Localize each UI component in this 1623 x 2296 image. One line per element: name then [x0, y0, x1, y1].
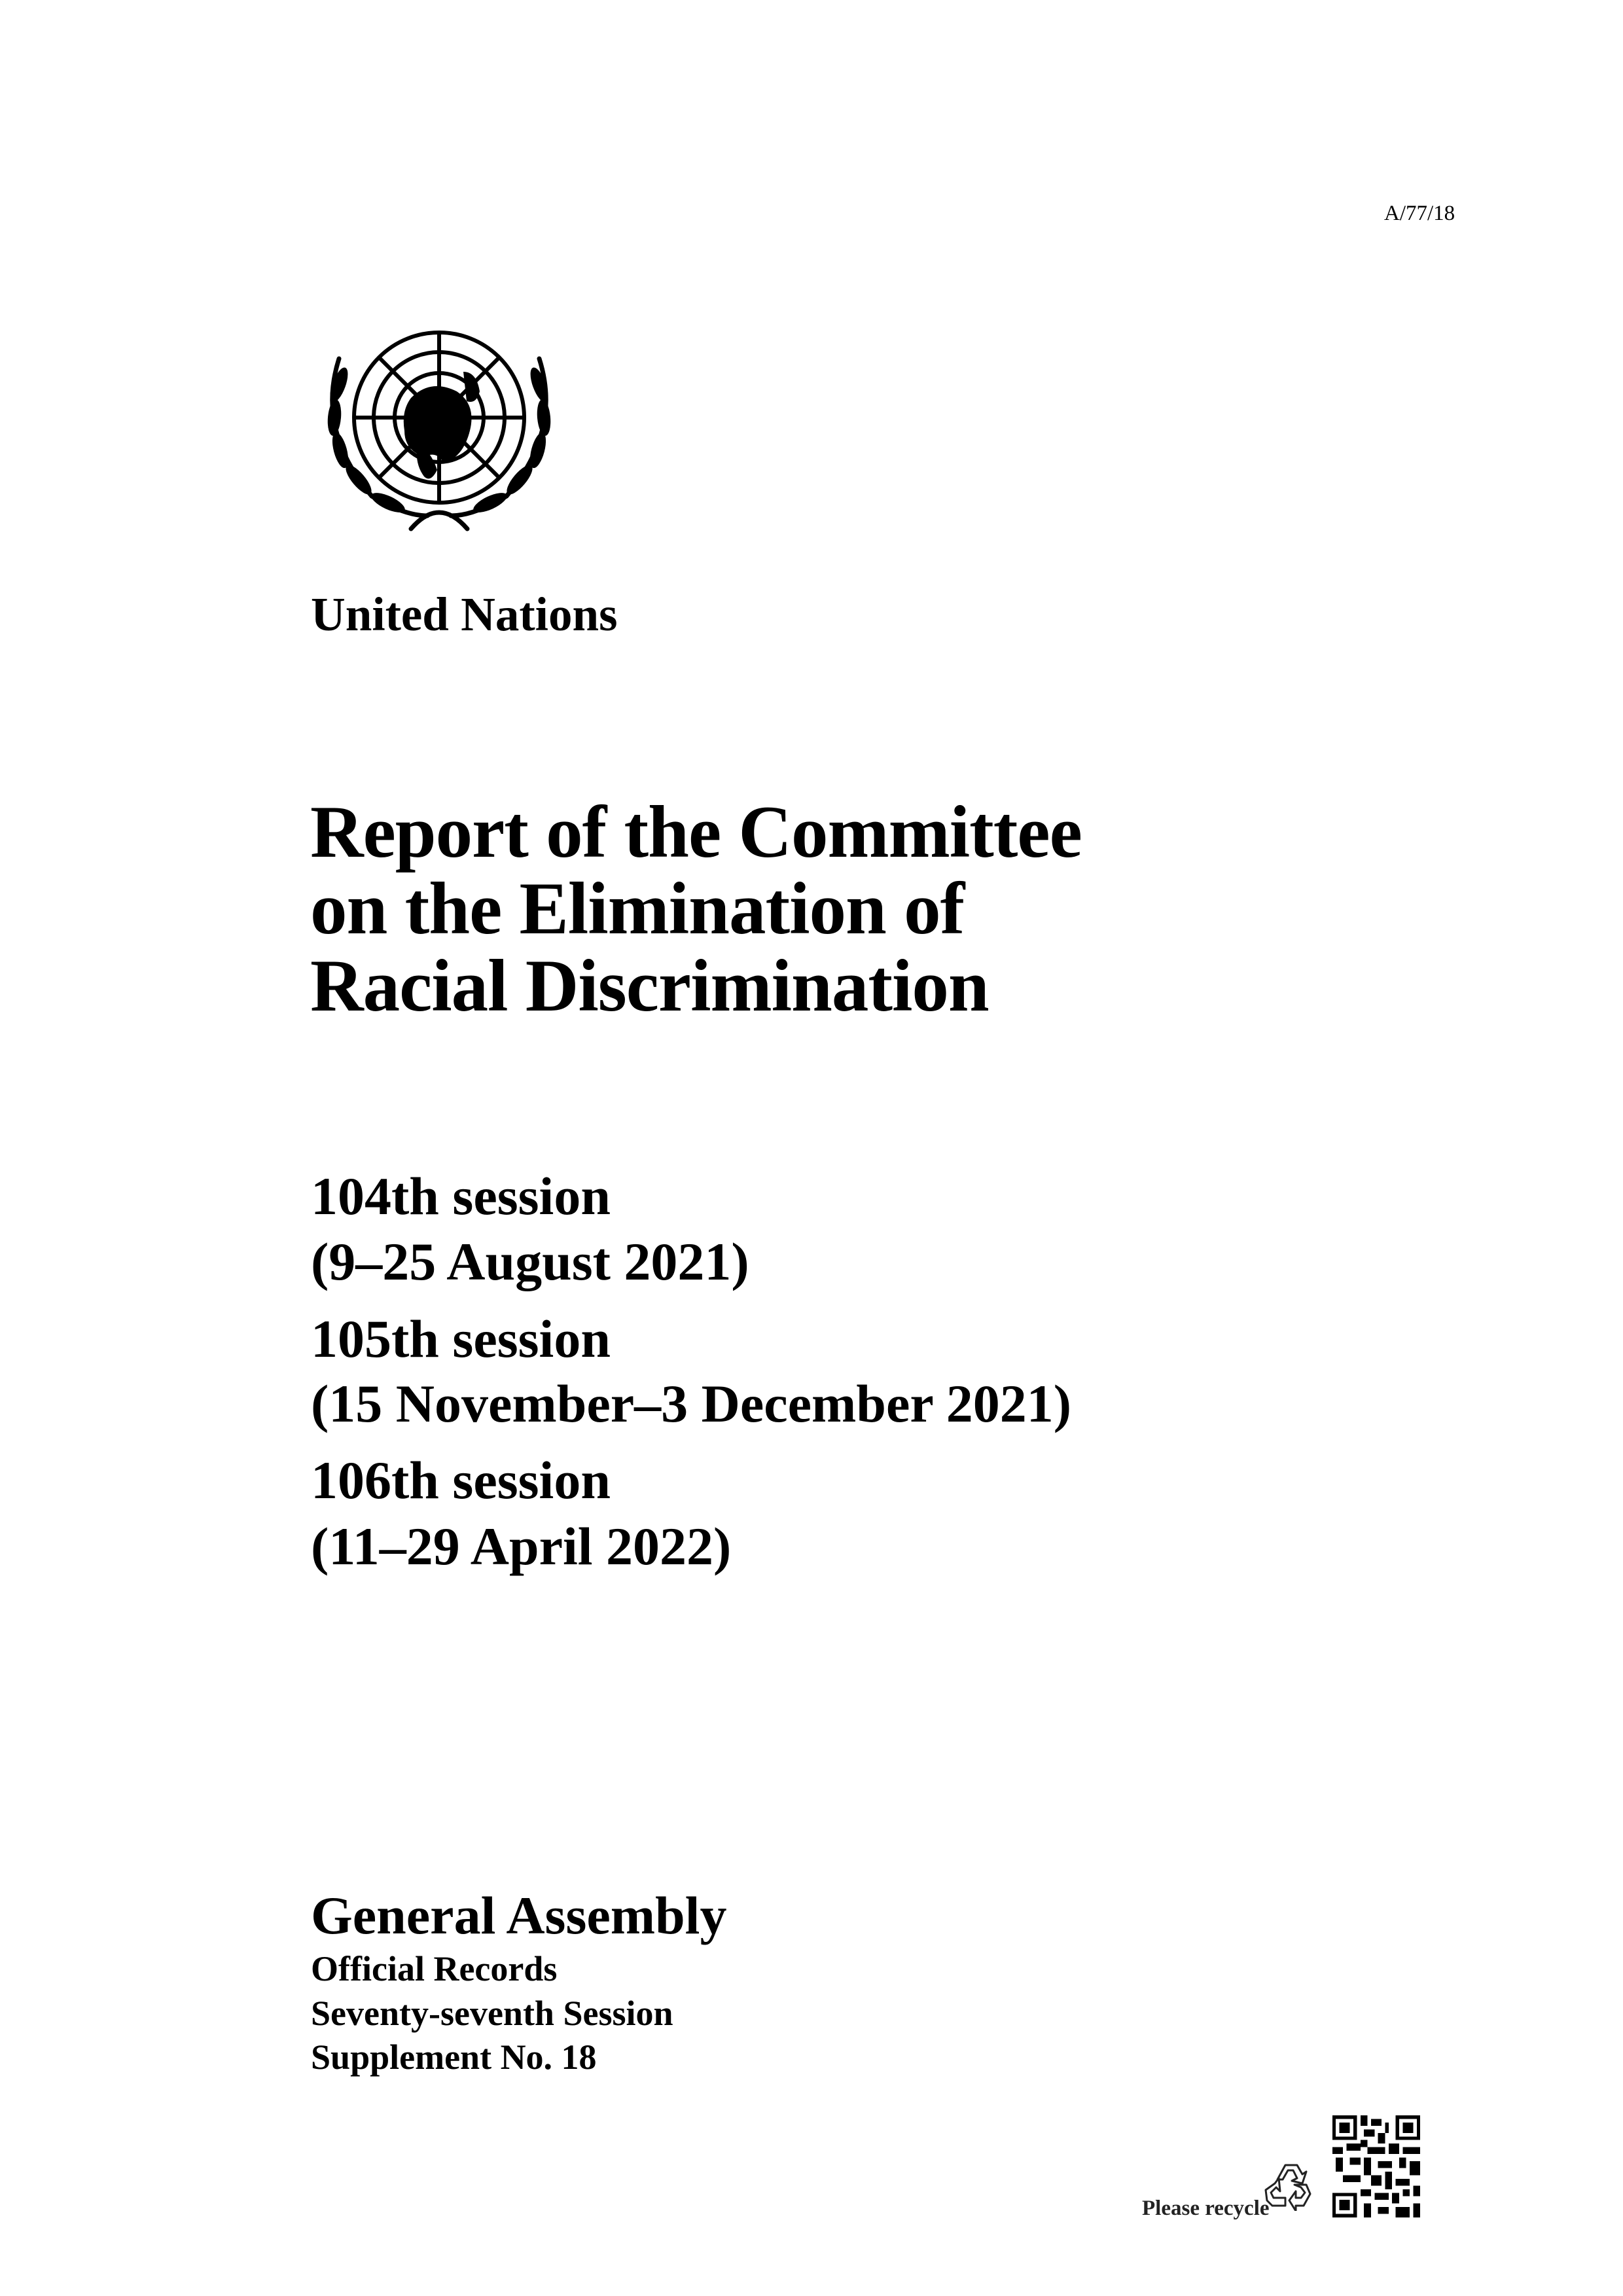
supplement-number: Supplement No. 18	[311, 2037, 597, 2077]
official-records: Official Records	[311, 1949, 558, 1988]
please-recycle-label: Please recycle	[1142, 2197, 1270, 2220]
general-assembly-heading: General Assembly	[311, 1886, 727, 1945]
report-title-line-1: Report of the Committee	[310, 791, 1082, 873]
recycle-icon	[1264, 2164, 1311, 2211]
session-106-dates: (11–29 April 2022)	[311, 1516, 732, 1576]
session-106-name: 106th session	[311, 1450, 611, 1510]
organization-name: United Nations	[311, 588, 618, 641]
document-symbol: A/77/18	[1384, 202, 1455, 225]
session-105-dates: (15 November–3 December 2021)	[311, 1374, 1072, 1433]
report-title-line-3: Racial Discrimination	[310, 945, 990, 1027]
session-104-dates: (9–25 August 2021)	[311, 1232, 749, 1291]
qr-code-icon	[1332, 2115, 1421, 2217]
un-emblem-icon	[327, 331, 551, 531]
report-title-line-2: on the Elimination of	[310, 868, 965, 950]
session-number: Seventy-seventh Session	[311, 1994, 673, 2033]
session-105-name: 105th session	[311, 1309, 611, 1369]
session-104-name: 104th session	[311, 1166, 611, 1226]
